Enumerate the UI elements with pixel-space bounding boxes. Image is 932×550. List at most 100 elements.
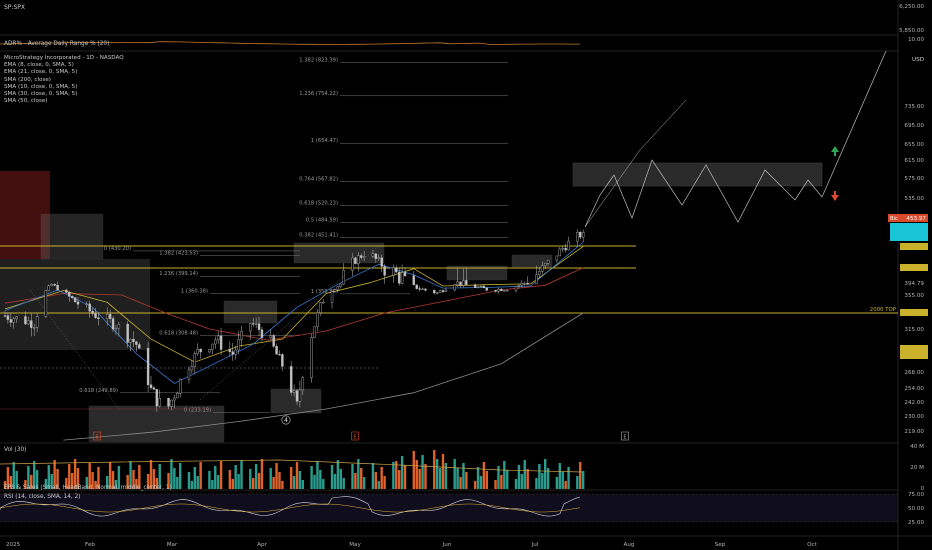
volume-bar <box>275 463 278 489</box>
volume-bar <box>421 455 424 489</box>
projection-path-alt <box>584 99 687 228</box>
volume-bar <box>278 472 281 489</box>
volume-bar <box>377 481 380 489</box>
volume-bar <box>380 467 383 489</box>
volume-bar <box>91 472 94 489</box>
candle-body <box>424 288 427 291</box>
candle-body <box>377 257 380 259</box>
candle-body <box>462 280 465 286</box>
marker-label: 4 <box>284 417 288 424</box>
volume-bar <box>219 461 223 489</box>
candle-body <box>319 302 322 313</box>
volume-bar <box>538 464 541 489</box>
volume-bar <box>453 459 456 489</box>
candle-body <box>126 323 129 343</box>
volume-bar <box>138 465 141 489</box>
price-axis-label: 615.00 <box>904 158 924 164</box>
volume-bar <box>424 464 427 489</box>
volume-bar <box>438 468 442 489</box>
volume-bar <box>354 473 357 489</box>
volume-bar <box>412 451 415 489</box>
volume-bar <box>441 454 445 489</box>
candle-body <box>316 312 319 327</box>
candle-body <box>339 283 342 287</box>
candle-body <box>336 286 340 291</box>
volume-bar <box>395 461 398 489</box>
candle-body <box>94 313 97 318</box>
candle-body <box>362 256 366 258</box>
fib-level-label: 1.236 (754.22) <box>299 91 338 97</box>
candle-body <box>465 280 468 286</box>
volume-bar <box>319 470 322 489</box>
candle-body <box>441 290 445 292</box>
candle-body <box>412 275 415 286</box>
candle-body <box>310 337 313 378</box>
volume-bar <box>295 462 299 489</box>
fib-level-label: 1 (654.47) <box>311 138 338 144</box>
volume-bar <box>473 481 477 489</box>
candle-body <box>44 290 48 317</box>
volume-bar <box>459 477 462 489</box>
fib-level-label: 1 (360.38) <box>181 288 208 294</box>
candle-body <box>383 266 386 276</box>
time-axis-label: Sep <box>715 542 726 548</box>
earnings-marker-label: E <box>353 435 356 441</box>
candle-body <box>438 290 442 293</box>
fib-level-label: 0.618 (520.23) <box>299 200 338 206</box>
volume-bar <box>360 468 363 489</box>
red-zone-box <box>0 171 50 259</box>
volume-bar <box>108 462 112 489</box>
legend-item: EMA (21, close, 0, SMA, 5) <box>4 69 78 76</box>
current-price-tag <box>888 214 928 222</box>
projection-path <box>584 50 887 228</box>
candle-body <box>479 285 483 288</box>
volume-bar <box>333 474 337 489</box>
volume-bar <box>152 469 156 489</box>
volume-bar <box>558 463 561 489</box>
legend-item: SMA (50, close) <box>4 98 48 105</box>
volume-bar <box>374 472 378 489</box>
candle-body <box>421 288 424 290</box>
earnings-marker-box <box>351 431 359 441</box>
volume-bar <box>44 479 48 489</box>
volume-bar <box>15 471 18 489</box>
main-legend: MicroStrategy Incorporated - 1D - NASDAQ… <box>4 55 124 105</box>
volume-bar <box>214 466 217 489</box>
fib-level-label: 0.618 (308.48) <box>159 331 198 337</box>
candle-body <box>173 397 176 401</box>
volume-bar <box>503 461 506 489</box>
volume-bar <box>494 480 497 489</box>
candle-body <box>9 319 13 323</box>
time-axis-label: Feb <box>85 542 95 548</box>
candle-body <box>76 301 80 305</box>
fib-level-label: 1.382 (823.39) <box>299 58 338 64</box>
volume-bar <box>269 468 272 489</box>
candle-body <box>579 232 582 238</box>
vol-label: Vol (30) <box>4 447 27 453</box>
candle-body <box>330 291 334 303</box>
volume-bar <box>520 474 524 489</box>
candle-body <box>342 270 345 285</box>
volume-bar <box>76 468 80 489</box>
volume-bar <box>190 481 194 489</box>
volume-bar <box>56 469 59 489</box>
volume-bar <box>193 467 196 489</box>
candle-body <box>73 297 77 303</box>
volume-bar <box>301 480 305 489</box>
sma-200-line <box>63 312 584 441</box>
volume-bar <box>216 475 220 489</box>
volume-bar <box>479 476 483 489</box>
legend-item: EMA (8, close, 0, SMA, 5) <box>4 62 74 69</box>
rsi-line <box>0 496 581 517</box>
candle-body <box>237 339 240 351</box>
candle-body <box>231 351 234 355</box>
volume-bar <box>482 462 486 489</box>
volume-bar <box>68 464 71 489</box>
current-price-tag-prefix: Bic <box>890 216 898 222</box>
volume-bar <box>362 477 366 489</box>
volume-bar <box>170 459 173 489</box>
volume-axis-label: 20 M <box>910 465 924 471</box>
volume-bar <box>12 462 15 489</box>
price-axis-label: 5,850.00 <box>899 28 924 34</box>
